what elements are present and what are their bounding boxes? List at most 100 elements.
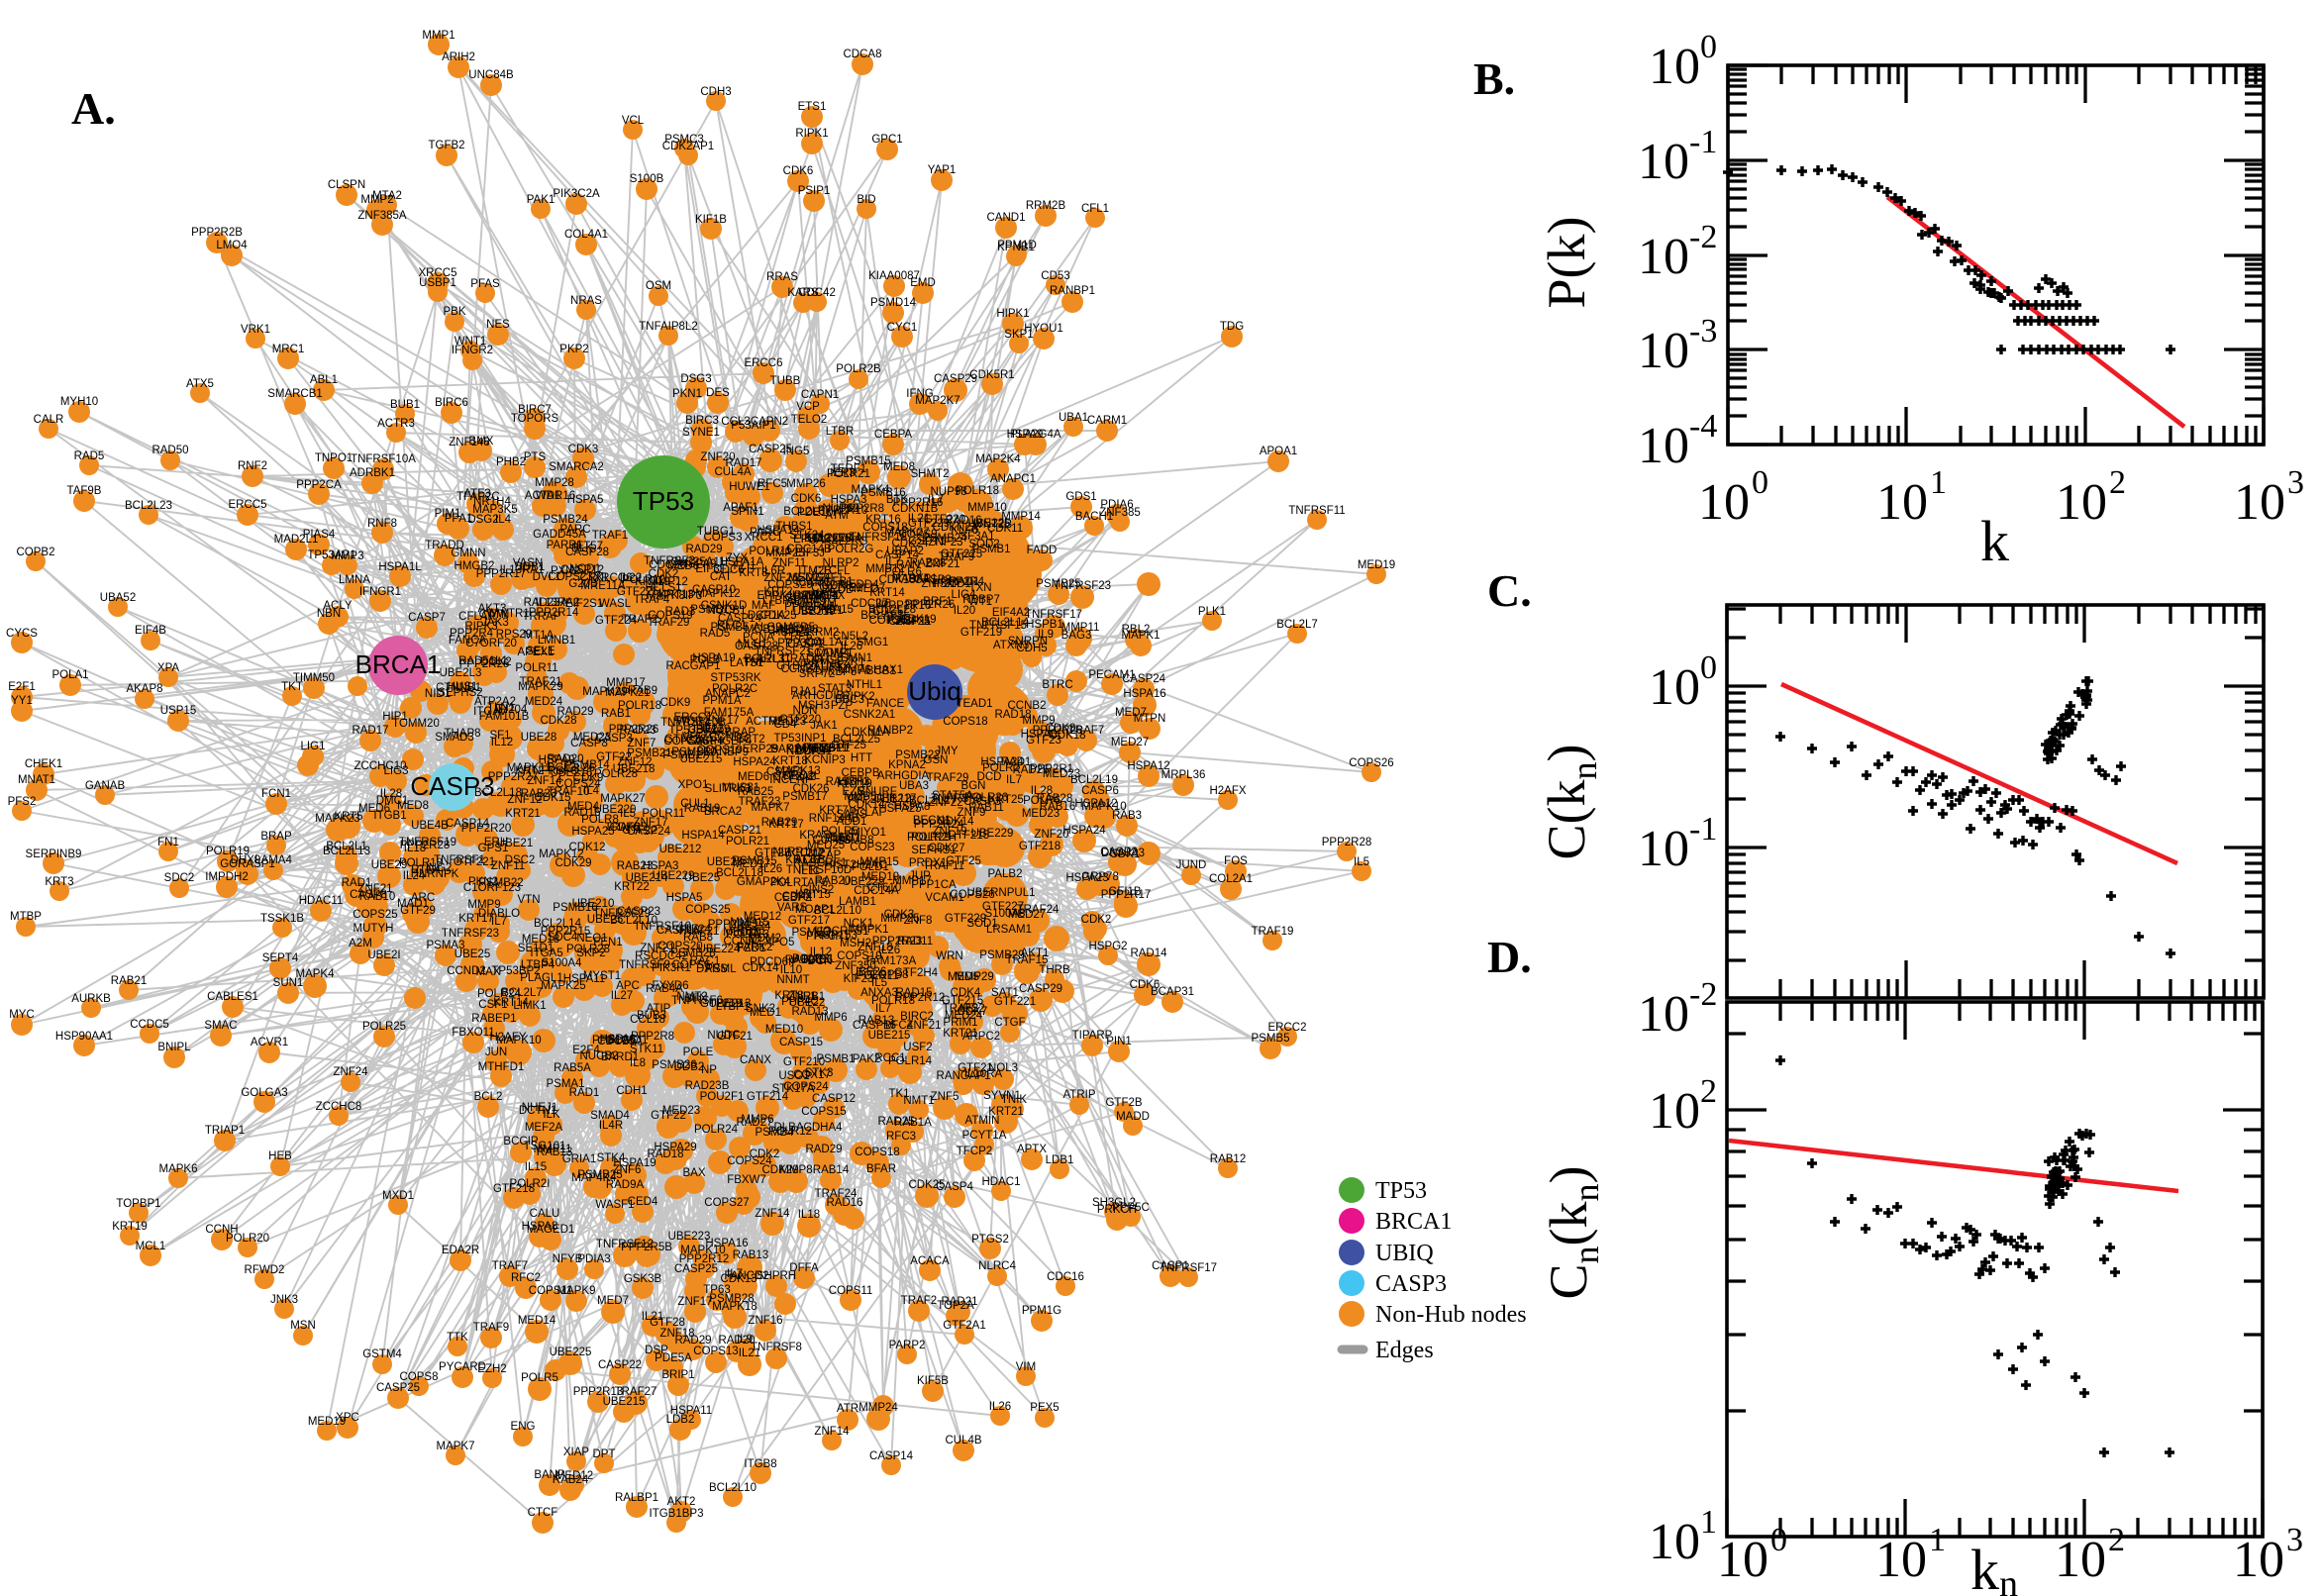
svg-text:POLR19: POLR19 [206, 846, 250, 857]
svg-text:10: 10 [2056, 474, 2107, 531]
svg-text:CED4: CED4 [628, 1196, 658, 1208]
svg-text:RAB9: RAB9 [628, 685, 657, 697]
svg-text:POLR14: POLR14 [888, 1055, 933, 1067]
svg-text:PIM1: PIM1 [435, 508, 461, 520]
svg-text:TNFRSF11: TNFRSF11 [1288, 505, 1345, 517]
svg-text:PPP2R28: PPP2R28 [1322, 837, 1372, 848]
svg-text:-4: -4 [1689, 408, 1717, 445]
svg-text:BCL2L14: BCL2L14 [534, 918, 582, 930]
svg-text:POLR2B: POLR2B [836, 363, 881, 375]
svg-text:COPB2: COPB2 [17, 547, 55, 558]
svg-text:CYC1: CYC1 [887, 322, 918, 334]
svg-text:UBE29: UBE29 [371, 859, 407, 871]
svg-text:MMP6: MMP6 [838, 664, 870, 676]
svg-text:RAB19: RAB19 [684, 803, 720, 815]
svg-text:PPP2R12: PPP2R12 [895, 992, 946, 1004]
svg-text:NBN: NBN [317, 608, 341, 620]
svg-text:CALU: CALU [530, 1208, 560, 1220]
svg-text:PPP2R26: PPP2R26 [459, 658, 510, 670]
svg-text:ZNF12: ZNF12 [617, 756, 652, 768]
svg-text:NR1H4: NR1H4 [473, 496, 511, 508]
svg-text:IL9: IL9 [1038, 629, 1054, 641]
svg-text:KRT19: KRT19 [112, 1221, 148, 1233]
svg-text:PSMB28: PSMB28 [709, 1293, 754, 1305]
svg-text:BCL2: BCL2 [474, 1091, 503, 1103]
svg-text:ARIH2: ARIH2 [442, 51, 475, 63]
svg-text:HSPA1L: HSPA1L [378, 561, 422, 573]
svg-text:0: 0 [1700, 649, 1717, 686]
svg-text:NFYB: NFYB [553, 1253, 583, 1265]
svg-text:TRAF9: TRAF9 [473, 1322, 509, 1334]
svg-text:TRAF29: TRAF29 [927, 772, 969, 784]
svg-text:MYC: MYC [9, 1009, 35, 1021]
svg-text:DFFA: DFFA [789, 1262, 819, 1274]
svg-text:EZH2: EZH2 [477, 1363, 506, 1375]
svg-text:ANAPC1: ANAPC1 [990, 473, 1036, 485]
svg-text:FANCA: FANCA [449, 635, 487, 647]
svg-text:RAB13: RAB13 [733, 1249, 768, 1261]
svg-text:AKAP8: AKAP8 [126, 683, 162, 695]
svg-text:HSPA16: HSPA16 [1123, 688, 1165, 700]
svg-text:PFS2: PFS2 [8, 796, 37, 808]
svg-text:GOLGA3: GOLGA3 [241, 1087, 287, 1099]
svg-text:HSPA9: HSPA9 [1007, 429, 1044, 441]
svg-text:HSPA12: HSPA12 [1127, 760, 1169, 772]
svg-text:GTF220: GTF220 [779, 714, 821, 726]
svg-text:CASP15: CASP15 [779, 1037, 823, 1048]
svg-text:BFAR: BFAR [866, 1163, 896, 1175]
svg-text:SDC2: SDC2 [164, 872, 195, 884]
svg-text:TUBB: TUBB [770, 375, 801, 387]
svg-text:FBXO11: FBXO11 [452, 1027, 494, 1039]
svg-text:RAD20: RAD20 [718, 1335, 755, 1347]
svg-text:COL4A1: COL4A1 [564, 229, 608, 241]
svg-text:FOS: FOS [1224, 855, 1248, 867]
svg-text:UBE224: UBE224 [698, 944, 741, 955]
svg-text:PPP2R24: PPP2R24 [914, 819, 964, 831]
svg-text:GTF221: GTF221 [994, 996, 1036, 1008]
svg-text:PLK1: PLK1 [1198, 606, 1226, 618]
svg-text:CASP3: CASP3 [410, 771, 494, 801]
svg-text:CTGF: CTGF [994, 1017, 1025, 1029]
svg-text:MAPK13: MAPK13 [775, 765, 820, 777]
svg-text:RRAS: RRAS [766, 271, 798, 283]
svg-text:ACTA1: ACTA1 [525, 490, 560, 502]
svg-text:CASP12: CASP12 [812, 1093, 856, 1105]
svg-text:PALB2: PALB2 [988, 868, 1023, 880]
svg-text:USF2: USF2 [903, 1042, 932, 1053]
svg-text:ZNF18: ZNF18 [858, 942, 892, 953]
svg-text:WNT1: WNT1 [454, 336, 487, 348]
svg-text:TP53AP1: TP53AP1 [307, 549, 355, 561]
svg-text:PPP2R8: PPP2R8 [631, 1031, 674, 1043]
svg-text:MADD: MADD [1116, 1111, 1150, 1123]
svg-text:MMP11: MMP11 [1061, 622, 1100, 634]
svg-text:UBE4B: UBE4B [411, 820, 449, 832]
svg-text:PPP2R17: PPP2R17 [476, 568, 527, 580]
svg-text:P53AIP1: P53AIP1 [731, 420, 775, 432]
svg-text:CDK3: CDK3 [884, 909, 915, 921]
svg-text:COL2A1: COL2A1 [1209, 873, 1253, 885]
svg-text:CDK14: CDK14 [742, 962, 779, 974]
svg-text:RAB29: RAB29 [761, 817, 797, 829]
svg-text:GSTM4: GSTM4 [362, 1348, 402, 1360]
svg-text:VCP: VCP [796, 401, 820, 413]
svg-text:GTF21: GTF21 [717, 1031, 753, 1043]
svg-text:MEF2A: MEF2A [525, 1122, 563, 1134]
svg-text:FN1: FN1 [157, 837, 179, 848]
svg-text:RAD5: RAD5 [700, 628, 731, 640]
svg-text:POLR18: POLR18 [956, 485, 999, 497]
svg-text:PPP2R17: PPP2R17 [1101, 889, 1152, 901]
svg-text:TIPARP: TIPARP [1072, 1030, 1113, 1042]
svg-text:NTHL1: NTHL1 [847, 679, 882, 691]
svg-text:RFC2: RFC2 [511, 1272, 541, 1284]
svg-text:MYH10: MYH10 [60, 396, 98, 408]
svg-text:CAND1: CAND1 [987, 212, 1026, 224]
svg-text:CASP3: CASP3 [595, 733, 633, 745]
svg-text:HSPA14: HSPA14 [757, 525, 800, 537]
svg-text:RAD21: RAD21 [941, 1296, 977, 1308]
svg-text:LDB1: LDB1 [1046, 1154, 1074, 1166]
svg-text:CDK25: CDK25 [908, 1179, 945, 1191]
svg-text:EPPK1: EPPK1 [757, 590, 793, 602]
svg-text:A2M: A2M [349, 938, 372, 949]
svg-text:DPT: DPT [593, 1448, 616, 1460]
svg-text:TNFRSF18: TNFRSF18 [850, 532, 907, 544]
